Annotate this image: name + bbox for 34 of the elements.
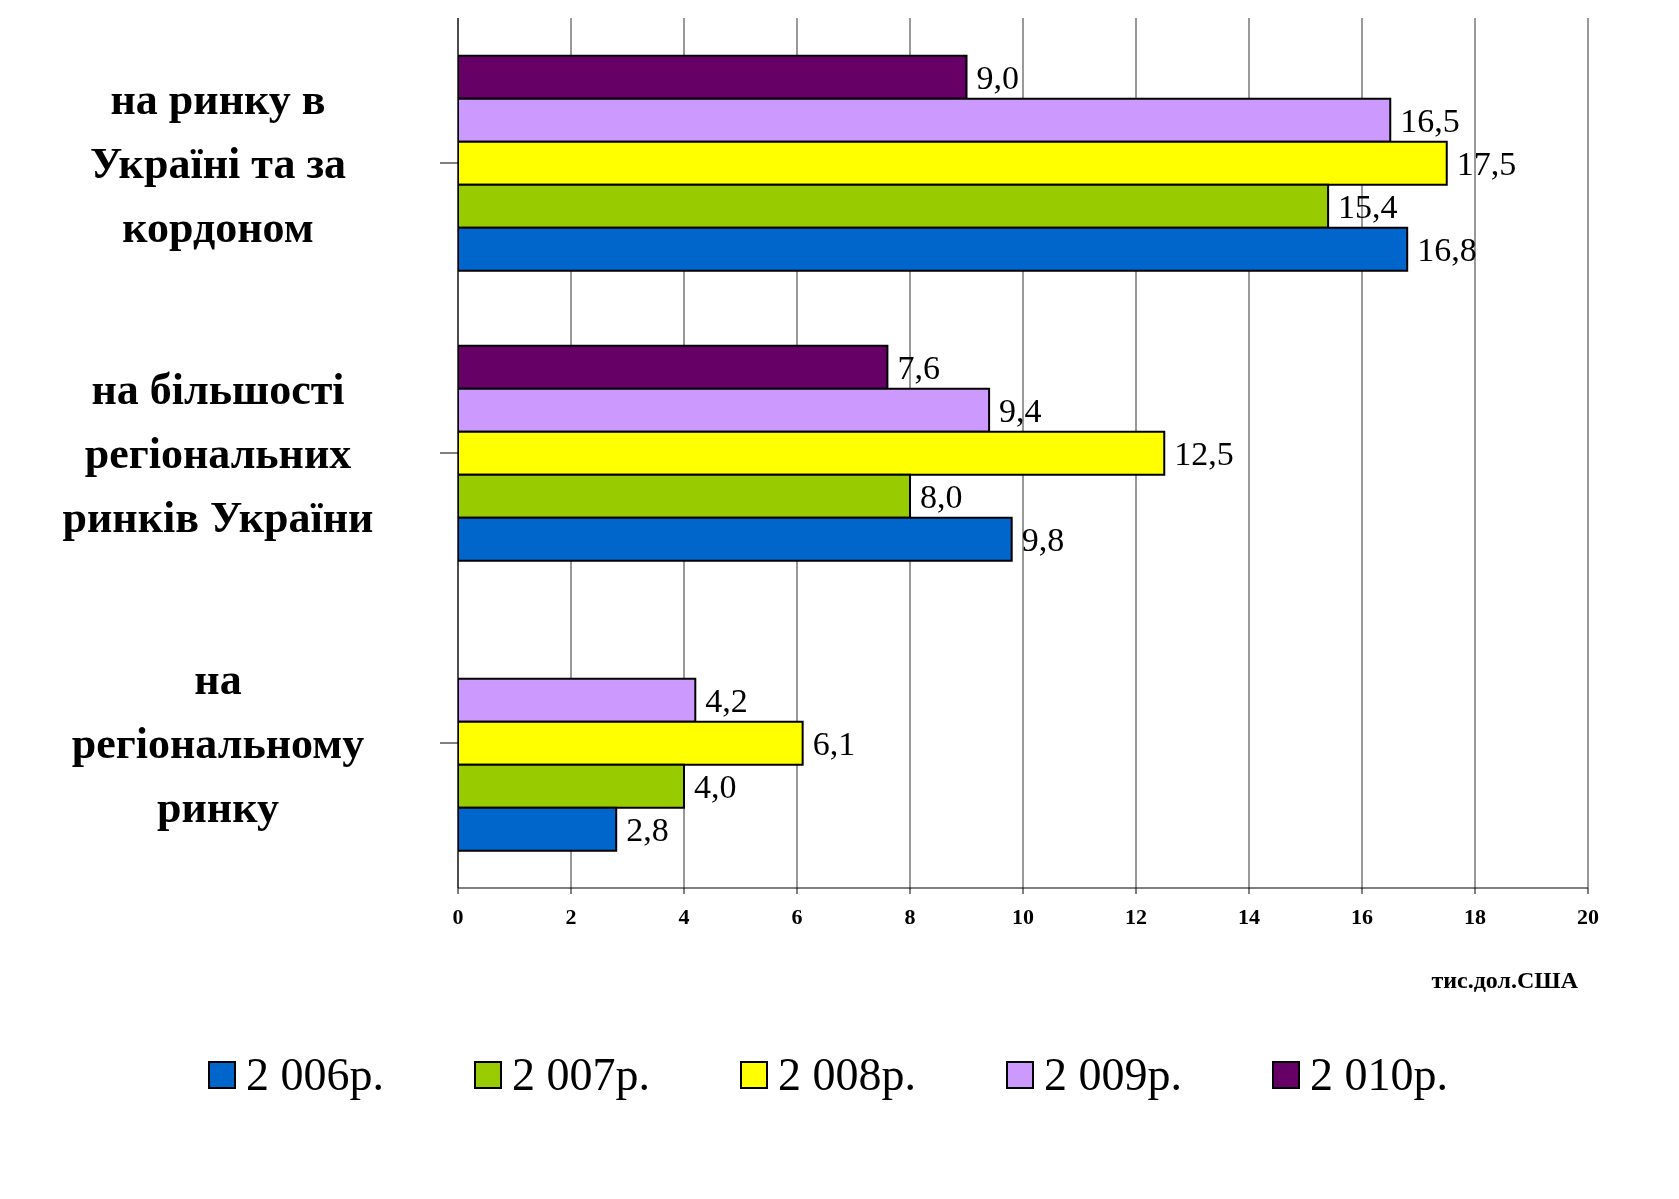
x-tick-label: 16	[1351, 903, 1373, 929]
x-tick-label: 10	[1012, 903, 1034, 929]
data-label: 15,4	[1338, 187, 1398, 225]
data-label: 4,0	[694, 767, 737, 805]
x-tick-label: 18	[1464, 903, 1486, 929]
data-label: 8,0	[920, 477, 963, 515]
data-label: 9,0	[976, 58, 1019, 96]
data-label: 16,5	[1400, 101, 1460, 139]
x-tick-label: 8	[904, 903, 916, 929]
data-label: 9,4	[999, 391, 1042, 429]
x-tick-label: 20	[1577, 903, 1599, 929]
data-label: 17,5	[1456, 144, 1517, 182]
legend-label: 2 006р.	[246, 1048, 384, 1101]
legend-label: 2 007р.	[512, 1048, 650, 1101]
y-tick-label: на регіональному ринку	[71, 654, 365, 832]
x-axis-title: тис.дол.США	[1431, 967, 1579, 993]
x-tick-label: 6	[791, 903, 803, 929]
data-label: 16,8	[1417, 230, 1477, 268]
y-tick-label: на більшості регіональних ринків України	[62, 364, 374, 542]
data-label: 12,5	[1174, 434, 1234, 472]
legend-label: 2 009р.	[1044, 1048, 1182, 1101]
x-tick-label: 4	[678, 903, 690, 929]
legend-label: 2 010р.	[1310, 1048, 1448, 1101]
data-label: 4,2	[705, 681, 748, 719]
x-tick-label: 2	[565, 903, 577, 929]
data-label: 7,6	[897, 348, 940, 386]
x-tick-label: 14	[1238, 903, 1260, 929]
data-label: 6,1	[812, 724, 856, 762]
legend-label: 2 008р.	[778, 1048, 916, 1101]
x-tick-label: 0	[452, 903, 464, 929]
x-tick-label: 12	[1125, 903, 1147, 929]
y-tick-label: на ринку в Україні та за кордоном	[89, 74, 347, 252]
data-label: 9,8	[1021, 520, 1065, 558]
data-label: 2,8	[626, 810, 669, 848]
